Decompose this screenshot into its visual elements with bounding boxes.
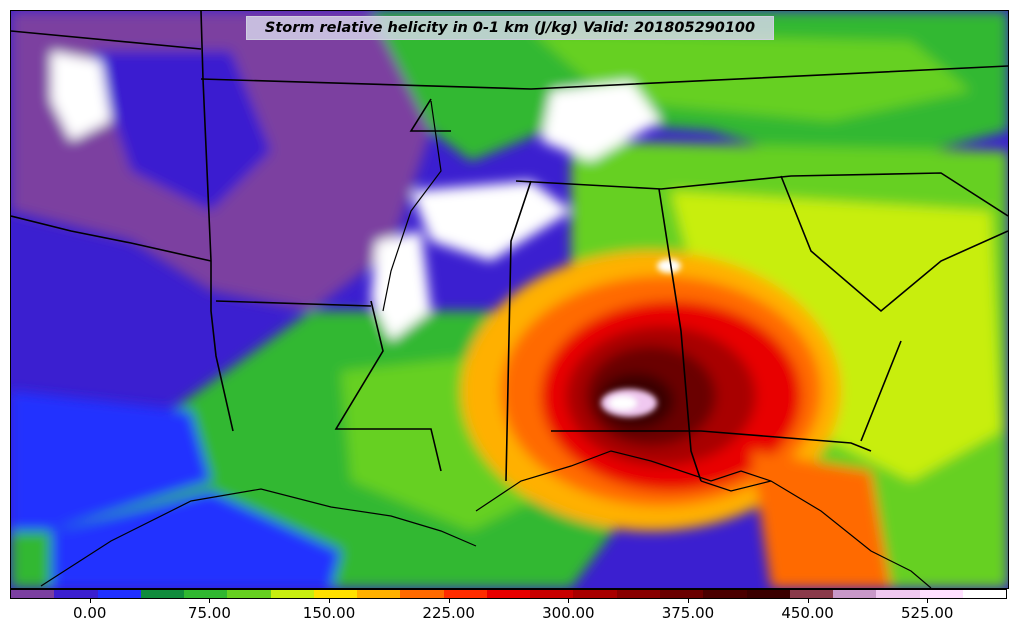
- colorbar-segment: [400, 590, 444, 598]
- colorbar-segment: [227, 590, 271, 598]
- colorbar-segment: [313, 590, 358, 598]
- map-title: Storm relative helicity in 0-1 km (J/kg)…: [264, 20, 756, 36]
- colorbar-tick-mark: [927, 599, 929, 603]
- helicity-map: [11, 11, 1008, 588]
- colorbar-tick-label: 525.00: [900, 604, 954, 622]
- map-panel: [10, 10, 1009, 589]
- colorbar-segment: [833, 590, 877, 598]
- colorbar-segment: [530, 590, 574, 598]
- colorbar-tick-mark: [329, 599, 331, 603]
- colorbar-segment: [140, 590, 185, 598]
- colorbar-segment: [97, 590, 141, 598]
- colorbar-tick-label: 150.00: [302, 604, 356, 622]
- colorbar-segment: [876, 590, 920, 598]
- colorbar-ticks: 0.00 75.00 150.00 225.00 300.00 375.00 450.00 5…: [10, 599, 1007, 629]
- colorbar-tick-label: 450.00: [781, 604, 834, 622]
- coastlines: [40, 100, 932, 588]
- state-boundaries: [11, 11, 1008, 482]
- colorbar-segment: [11, 590, 55, 598]
- colorbar-segment: [746, 590, 790, 598]
- colorbar-segment: [54, 590, 98, 598]
- colorbar-tick-label: 300.00: [542, 604, 595, 622]
- colorbar-segment: [659, 590, 704, 598]
- colorbar-segment: [962, 590, 1007, 598]
- colorbar-segment: [184, 590, 228, 598]
- colorbar-tick-mark: [687, 599, 689, 603]
- colorbar-segment: [703, 590, 747, 598]
- map-title-box: Storm relative helicity in 0-1 km (J/kg)…: [246, 16, 774, 40]
- colorbar-segment: [357, 590, 401, 598]
- colorbar-segment: [789, 590, 834, 598]
- colorbar-segment: [573, 590, 617, 598]
- colorbar-tick-mark: [209, 599, 211, 603]
- colorbar-tick-mark: [568, 599, 570, 603]
- colorbar-tick-mark: [807, 599, 809, 603]
- colorbar-segment: [443, 590, 487, 598]
- colorbar: [10, 589, 1007, 599]
- colorbar-segment: [616, 590, 660, 598]
- colorbar-tick-label: 225.00: [422, 604, 475, 622]
- colorbar-segment: [919, 590, 963, 598]
- colorbar-tick-label: 75.00: [187, 604, 231, 622]
- colorbar-tick-mark: [448, 599, 450, 603]
- colorbar-tick-label: 0.00: [73, 604, 107, 622]
- colorbar-tick-label: 375.00: [661, 604, 715, 622]
- helicity-core: [601, 259, 681, 417]
- colorbar-segment: [486, 590, 531, 598]
- colorbar-tick-mark: [89, 599, 91, 603]
- colorbar-segment: [270, 590, 314, 598]
